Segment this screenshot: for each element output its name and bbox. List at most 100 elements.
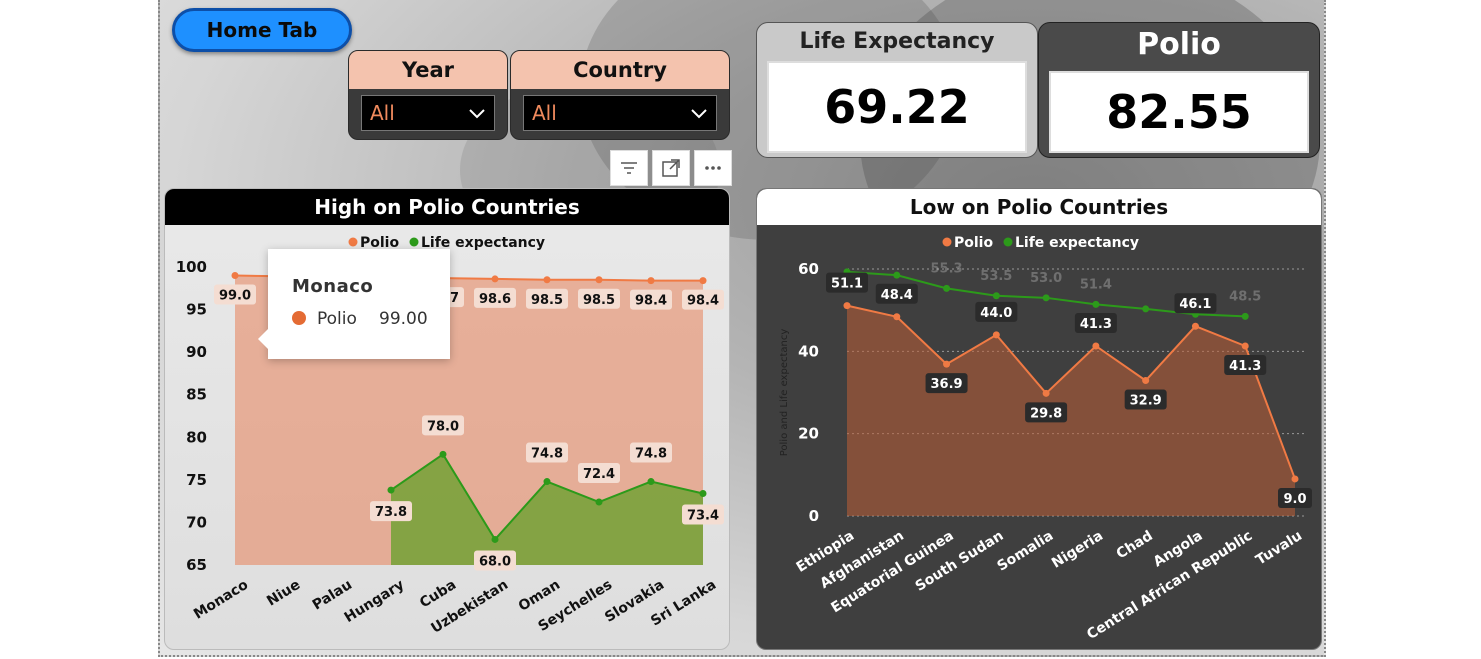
- legend-polio-label: Polio: [954, 235, 993, 251]
- low-polio-chart-title: Low on Polio Countries: [757, 189, 1321, 225]
- polio-label: Polio: [1137, 27, 1221, 62]
- polio-point: [893, 313, 901, 321]
- year-slicer[interactable]: Year All: [348, 50, 508, 140]
- report-canvas: Home Tab Year All Country All Life Expec…: [158, 0, 1326, 657]
- data-label-box: [526, 442, 568, 463]
- data-label-box: [526, 288, 568, 309]
- life-expectancy-point: [699, 489, 707, 497]
- polio-point: [699, 277, 707, 285]
- data-label-box: [578, 462, 620, 483]
- data-label-box: [474, 287, 516, 308]
- y-tick-label: 20: [798, 425, 819, 443]
- focus-mode-icon: [662, 159, 680, 177]
- y-tick-label: 60: [798, 260, 819, 278]
- data-label-box: [1224, 354, 1267, 375]
- data-label-box: [214, 284, 256, 305]
- more-options-icon: [705, 166, 721, 170]
- polio-point: [992, 331, 1000, 339]
- data-label-box: [1074, 312, 1117, 333]
- polio-point: [1241, 342, 1249, 350]
- life-expectancy-point: [491, 535, 499, 543]
- data-label-box: [826, 272, 868, 293]
- data-label: 73.8: [375, 505, 407, 520]
- filter-button[interactable]: [610, 150, 648, 186]
- chart-tooltip: Monaco Polio 99.00: [258, 249, 450, 359]
- data-label: 53.0: [1030, 271, 1062, 286]
- y-tick-label: 0: [809, 507, 819, 525]
- data-label: 41.3: [1229, 359, 1261, 374]
- data-label: 29.8: [1030, 406, 1062, 421]
- data-label: 46.1: [1179, 297, 1211, 312]
- data-label: 74.8: [531, 447, 563, 462]
- chevron-down-icon: [691, 109, 707, 119]
- legend-life-marker: [409, 237, 419, 247]
- life-expectancy-point: [387, 486, 395, 494]
- legend-life-label: Life expectancy: [1015, 235, 1139, 251]
- data-label: 48.5: [1229, 289, 1261, 304]
- polio-card: Polio 82.55: [1038, 22, 1320, 158]
- year-slicer-label: Year: [349, 51, 507, 89]
- x-category-label: Tuvalu: [1253, 528, 1305, 569]
- polio-point: [1191, 322, 1199, 330]
- x-category-label: Monaco: [191, 577, 251, 623]
- legend-polio-label: Polio: [360, 235, 399, 251]
- y-tick-label: 95: [186, 301, 207, 319]
- low-polio-chart[interactable]: Polio Life expectancy 0 20 40 60 51.1 48.4 36.9 4…: [757, 225, 1322, 650]
- tooltip-value: 99.00: [379, 309, 428, 329]
- data-label: 99.0: [219, 289, 251, 304]
- data-label-box: [422, 415, 464, 436]
- data-label-box: [975, 301, 1018, 322]
- home-tab-button[interactable]: Home Tab: [172, 8, 352, 52]
- y-tick-label: 80: [186, 428, 207, 446]
- polio-point: [843, 302, 851, 310]
- data-label: 72.4: [583, 467, 615, 482]
- x-category-label: Cuba: [417, 577, 459, 612]
- life-expectancy-card: Life Expectancy 69.22: [756, 22, 1038, 158]
- life-expectancy-label: Life Expectancy: [799, 29, 995, 54]
- country-dropdown-value: All: [532, 101, 557, 125]
- more-options-button[interactable]: [694, 150, 732, 186]
- data-label: 53.5: [980, 269, 1012, 284]
- data-label-box: [630, 289, 672, 310]
- life-expectancy-value: 69.22: [767, 61, 1027, 153]
- data-label: 36.9: [931, 377, 963, 392]
- focus-mode-button[interactable]: [652, 150, 690, 186]
- data-label-box: [682, 504, 724, 525]
- polio-point: [1291, 475, 1299, 483]
- polio-area: [847, 305, 1295, 516]
- x-category-label: Hungary: [342, 577, 407, 626]
- life-expectancy-point: [943, 284, 951, 292]
- life-expectancy-point: [543, 478, 551, 486]
- country-dropdown[interactable]: All: [523, 95, 717, 131]
- country-slicer[interactable]: Country All: [510, 50, 730, 140]
- x-category-label: Nigeria: [1049, 528, 1106, 572]
- data-label-box: [1278, 487, 1312, 508]
- visual-header-menu: [610, 150, 732, 186]
- data-label: 98.4: [687, 294, 719, 309]
- life-expectancy-point: [439, 450, 447, 458]
- tooltip-series-name: Polio: [317, 309, 357, 329]
- data-label-box: [1025, 402, 1068, 423]
- life-expectancy-point: [647, 478, 655, 486]
- x-category-label: South Sudan: [913, 528, 1007, 595]
- data-label: 41.3: [1080, 317, 1112, 332]
- data-label-box: [578, 288, 620, 309]
- life-expectancy-area: [391, 454, 703, 565]
- x-category-label: Chad: [1114, 528, 1156, 563]
- life-expectancy-point: [893, 271, 901, 279]
- polio-point: [943, 360, 951, 368]
- legend-life-label: Life expectancy: [421, 235, 545, 251]
- data-label-box: [370, 501, 412, 522]
- data-label-box: [474, 550, 516, 571]
- data-label-box: [1174, 293, 1217, 314]
- y-tick-label: 70: [186, 513, 207, 531]
- data-label: 98.4: [635, 294, 667, 309]
- year-dropdown-value: All: [370, 101, 395, 125]
- polio-point: [231, 272, 239, 280]
- year-dropdown[interactable]: All: [361, 95, 495, 131]
- x-category-label: Niue: [264, 577, 303, 610]
- life-expectancy-point: [1042, 294, 1050, 302]
- legend-polio-marker: [348, 237, 358, 247]
- life-expectancy-point: [1092, 300, 1100, 308]
- low-polio-chart-panel: Low on Polio Countries Polio Life expecta…: [756, 188, 1322, 650]
